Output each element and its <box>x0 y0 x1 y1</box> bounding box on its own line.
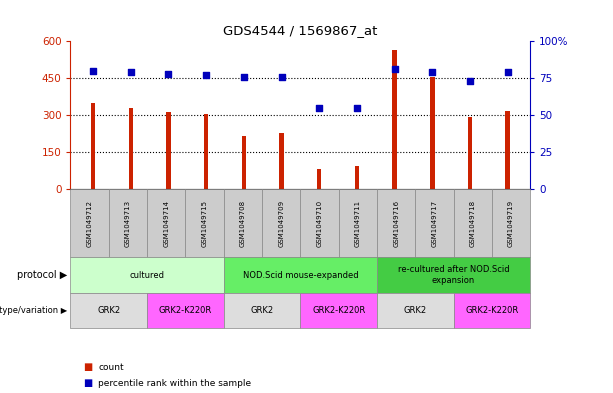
Text: re-cultured after NOD.Scid
expansion: re-cultured after NOD.Scid expansion <box>398 265 509 285</box>
Point <box>276 73 286 80</box>
Point <box>503 69 512 75</box>
Text: GSM1049717: GSM1049717 <box>432 200 438 246</box>
Point <box>239 73 249 80</box>
Bar <box>242 136 246 189</box>
Bar <box>468 118 472 189</box>
Bar <box>166 112 171 189</box>
Text: GSM1049708: GSM1049708 <box>240 200 246 246</box>
Text: GSM1049719: GSM1049719 <box>508 200 514 246</box>
Text: GRK2-K220R: GRK2-K220R <box>159 306 212 315</box>
Text: GSM1049718: GSM1049718 <box>470 200 476 246</box>
Point <box>427 69 437 75</box>
Bar <box>355 166 359 189</box>
Text: NOD.Scid mouse-expanded: NOD.Scid mouse-expanded <box>243 271 358 279</box>
Text: GRK2: GRK2 <box>97 306 120 315</box>
Bar <box>392 50 397 189</box>
Text: GSM1049715: GSM1049715 <box>202 200 208 246</box>
Text: genotype/variation ▶: genotype/variation ▶ <box>0 306 67 315</box>
Point <box>390 66 400 72</box>
Point <box>465 78 475 84</box>
Text: GRK2: GRK2 <box>251 306 273 315</box>
Bar <box>430 77 435 189</box>
Point <box>314 105 324 111</box>
Text: GSM1049709: GSM1049709 <box>278 200 284 246</box>
Text: protocol ▶: protocol ▶ <box>17 270 67 280</box>
Bar <box>317 169 321 189</box>
Text: GSM1049716: GSM1049716 <box>393 200 399 246</box>
Point <box>126 69 135 75</box>
Point <box>352 105 362 111</box>
Text: count: count <box>98 363 124 372</box>
Text: ■: ■ <box>83 378 92 388</box>
Text: GSM1049713: GSM1049713 <box>125 200 131 246</box>
Text: percentile rank within the sample: percentile rank within the sample <box>98 379 251 387</box>
Bar <box>204 114 208 189</box>
Text: ■: ■ <box>83 362 92 373</box>
Point <box>164 70 173 77</box>
Text: GRK2-K220R: GRK2-K220R <box>312 306 365 315</box>
Text: cultured: cultured <box>129 271 165 279</box>
Point <box>88 68 98 74</box>
Text: GSM1049712: GSM1049712 <box>86 200 93 246</box>
Bar <box>280 133 284 189</box>
Text: GSM1049711: GSM1049711 <box>355 200 361 246</box>
Point <box>201 72 211 78</box>
Bar <box>129 108 133 189</box>
Title: GDS4544 / 1569867_at: GDS4544 / 1569867_at <box>223 24 378 37</box>
Text: GRK2-K220R: GRK2-K220R <box>465 306 519 315</box>
Text: GSM1049714: GSM1049714 <box>163 200 169 246</box>
Text: GRK2: GRK2 <box>404 306 427 315</box>
Text: GSM1049710: GSM1049710 <box>316 200 322 246</box>
Bar <box>91 103 96 189</box>
Bar <box>505 110 510 189</box>
